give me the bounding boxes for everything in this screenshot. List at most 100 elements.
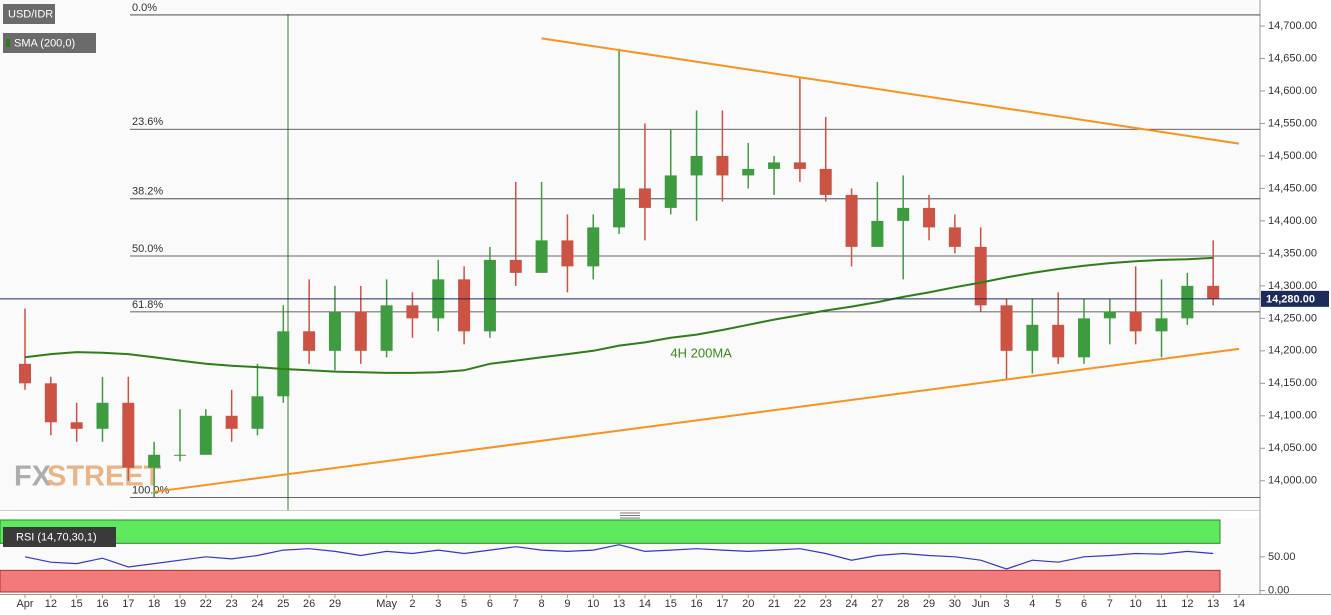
candle-body xyxy=(1052,324,1065,358)
candle-body xyxy=(303,331,316,351)
x-tick-label: 13 xyxy=(1207,598,1219,610)
x-tick-label: 6 xyxy=(1081,598,1087,610)
fib-label: 100.0% xyxy=(132,485,170,497)
candle-body xyxy=(742,168,755,176)
oversold-zone xyxy=(0,569,1221,593)
candle-body xyxy=(793,162,806,169)
ma-annotation: 4H 200MA xyxy=(670,345,732,360)
x-tick-label: 10 xyxy=(587,598,599,610)
fib-label: 23.6% xyxy=(132,116,163,128)
x-tick-label: 19 xyxy=(174,598,186,610)
fib-label: 38.2% xyxy=(132,186,163,198)
y-tick-label: 14,500.00 xyxy=(1268,150,1317,162)
rsi-line xyxy=(24,544,1214,570)
x-tick-label: 26 xyxy=(303,598,315,610)
y-tick-label: 14,300.00 xyxy=(1268,280,1317,292)
trend-line xyxy=(541,37,1240,145)
x-tick-label: 17 xyxy=(122,598,134,610)
x-tick-label: 6 xyxy=(487,598,493,610)
candle-body xyxy=(690,155,703,176)
x-tick-label: 25 xyxy=(277,598,289,610)
x-tick-label: Apr xyxy=(16,598,33,610)
x-tick-label: 5 xyxy=(461,598,467,610)
x-tick-label: 2 xyxy=(409,598,415,610)
watermark: STREET xyxy=(47,461,162,493)
x-tick-label: 30 xyxy=(949,598,961,610)
sma-legend: SMA (200,0) xyxy=(14,37,75,49)
x-tick-label: 14 xyxy=(1233,598,1245,610)
x-tick-label: 3 xyxy=(435,598,441,610)
y-tick-label: 14,650.00 xyxy=(1268,52,1317,64)
candle-body xyxy=(1026,324,1039,351)
y-tick-label: 14,200.00 xyxy=(1268,345,1317,357)
candle-body xyxy=(923,207,936,228)
x-tick-label: 10 xyxy=(1130,598,1142,610)
x-tick-label: 16 xyxy=(96,598,108,610)
candle-body xyxy=(1078,318,1091,358)
x-tick-label: 13 xyxy=(613,598,625,610)
rsi-y-tick-label: 50.00 xyxy=(1268,551,1296,563)
x-tick-label: Jun xyxy=(972,598,990,610)
candle-body xyxy=(277,331,290,397)
candle-body xyxy=(251,396,264,429)
x-tick-label: 23 xyxy=(226,598,238,610)
candle-body xyxy=(1000,305,1013,351)
y-tick-label: 14,450.00 xyxy=(1268,182,1317,194)
y-tick-label: 14,100.00 xyxy=(1268,410,1317,422)
resize-handle[interactable] xyxy=(620,512,640,519)
candle-body xyxy=(509,259,522,273)
y-tick-label: 14,000.00 xyxy=(1268,475,1317,487)
candle-body xyxy=(974,246,987,306)
candle-body xyxy=(871,220,884,247)
x-tick-label: 27 xyxy=(871,598,883,610)
candle-body xyxy=(716,155,729,176)
x-tick-label: 15 xyxy=(665,598,677,610)
candle-body xyxy=(354,311,367,351)
y-tick-label: 14,600.00 xyxy=(1268,85,1317,97)
candle-body xyxy=(845,194,858,247)
x-tick-label: 3 xyxy=(1003,598,1009,610)
x-tick-label: 18 xyxy=(148,598,160,610)
x-tick-label: 7 xyxy=(513,598,519,610)
candle-body xyxy=(406,305,419,319)
x-tick-label: 16 xyxy=(690,598,702,610)
candle-body xyxy=(199,415,212,455)
sma-box xyxy=(3,33,96,53)
fib-label: 50.0% xyxy=(132,243,163,255)
y-tick-label: 14,550.00 xyxy=(1268,117,1317,129)
candle-body xyxy=(225,415,238,429)
rsi-box xyxy=(3,527,116,547)
candle-body xyxy=(1103,311,1116,319)
candle-body xyxy=(768,162,781,169)
x-tick-label: 15 xyxy=(71,598,83,610)
candle-body xyxy=(664,175,677,208)
x-tick-label: 12 xyxy=(1181,598,1193,610)
x-tick-label: 22 xyxy=(794,598,806,610)
x-tick-label: 23 xyxy=(820,598,832,610)
candle-body xyxy=(173,454,186,456)
x-tick-label: 14 xyxy=(639,598,651,610)
candle-body xyxy=(70,422,83,429)
candle-body xyxy=(148,454,161,468)
candle-body xyxy=(458,279,471,332)
x-tick-label: 7 xyxy=(1107,598,1113,610)
y-tick-label: 14,150.00 xyxy=(1268,377,1317,389)
rsi-y-tick-label: 0.00 xyxy=(1268,585,1289,597)
candle-body xyxy=(1207,285,1220,299)
x-tick-label: 17 xyxy=(716,598,728,610)
sma-line xyxy=(24,256,1214,374)
y-tick-label: 14,250.00 xyxy=(1268,312,1317,324)
candle-body xyxy=(328,311,341,351)
candle-body xyxy=(380,305,393,351)
candle-body xyxy=(1181,285,1194,319)
sma-swatch xyxy=(6,39,10,47)
x-tick-label: 24 xyxy=(251,598,263,610)
candle-body xyxy=(19,363,31,384)
x-tick-label: 20 xyxy=(742,598,754,610)
symbol-label: USD/IDR xyxy=(8,8,53,20)
candle-body xyxy=(638,188,651,208)
x-tick-label: 5 xyxy=(1055,598,1061,610)
x-tick-label: 11 xyxy=(1156,598,1167,610)
